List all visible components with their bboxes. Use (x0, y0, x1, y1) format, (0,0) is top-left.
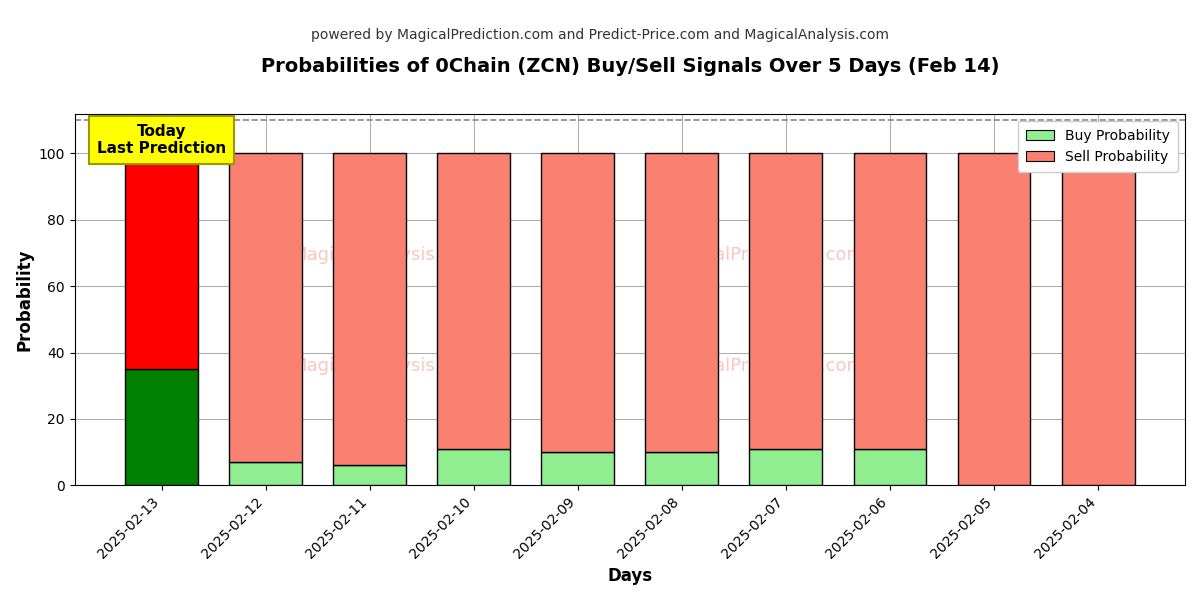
Bar (853, 154, 926, 449)
Text: MagicalPrediction.com: MagicalPrediction.com (661, 246, 864, 264)
Y-axis label: Probability: Probability (16, 248, 34, 351)
Bar (750, 449, 822, 485)
Text: powered by MagicalPrediction.com and Predict-Price.com and MagicalAnalysis.com: powered by MagicalPrediction.com and Pre… (311, 28, 889, 42)
Bar (125, 369, 198, 485)
Bar (853, 449, 926, 485)
Bar (437, 154, 510, 449)
Bar (541, 154, 614, 452)
Bar (958, 154, 1031, 485)
Text: MagicalPrediction.com: MagicalPrediction.com (661, 358, 864, 376)
Bar (229, 462, 302, 485)
Bar (646, 154, 719, 452)
Bar (646, 452, 719, 485)
Bar (125, 154, 198, 369)
X-axis label: Days: Days (607, 567, 653, 585)
Bar (334, 154, 406, 466)
Title: Probabilities of 0Chain (ZCN) Buy/Sell Signals Over 5 Days (Feb 14): Probabilities of 0Chain (ZCN) Buy/Sell S… (260, 57, 1000, 76)
Bar (437, 449, 510, 485)
Text: Today
Last Prediction: Today Last Prediction (97, 124, 226, 156)
Text: MagicalAnalysis.com: MagicalAnalysis.com (292, 246, 480, 264)
Legend: Buy Probability, Sell Probability: Buy Probability, Sell Probability (1018, 121, 1178, 172)
Bar (334, 466, 406, 485)
Bar (750, 154, 822, 449)
Bar (229, 154, 302, 462)
Bar (1062, 154, 1134, 485)
Text: MagicalAnalysis.com: MagicalAnalysis.com (292, 358, 480, 376)
Bar (541, 452, 614, 485)
